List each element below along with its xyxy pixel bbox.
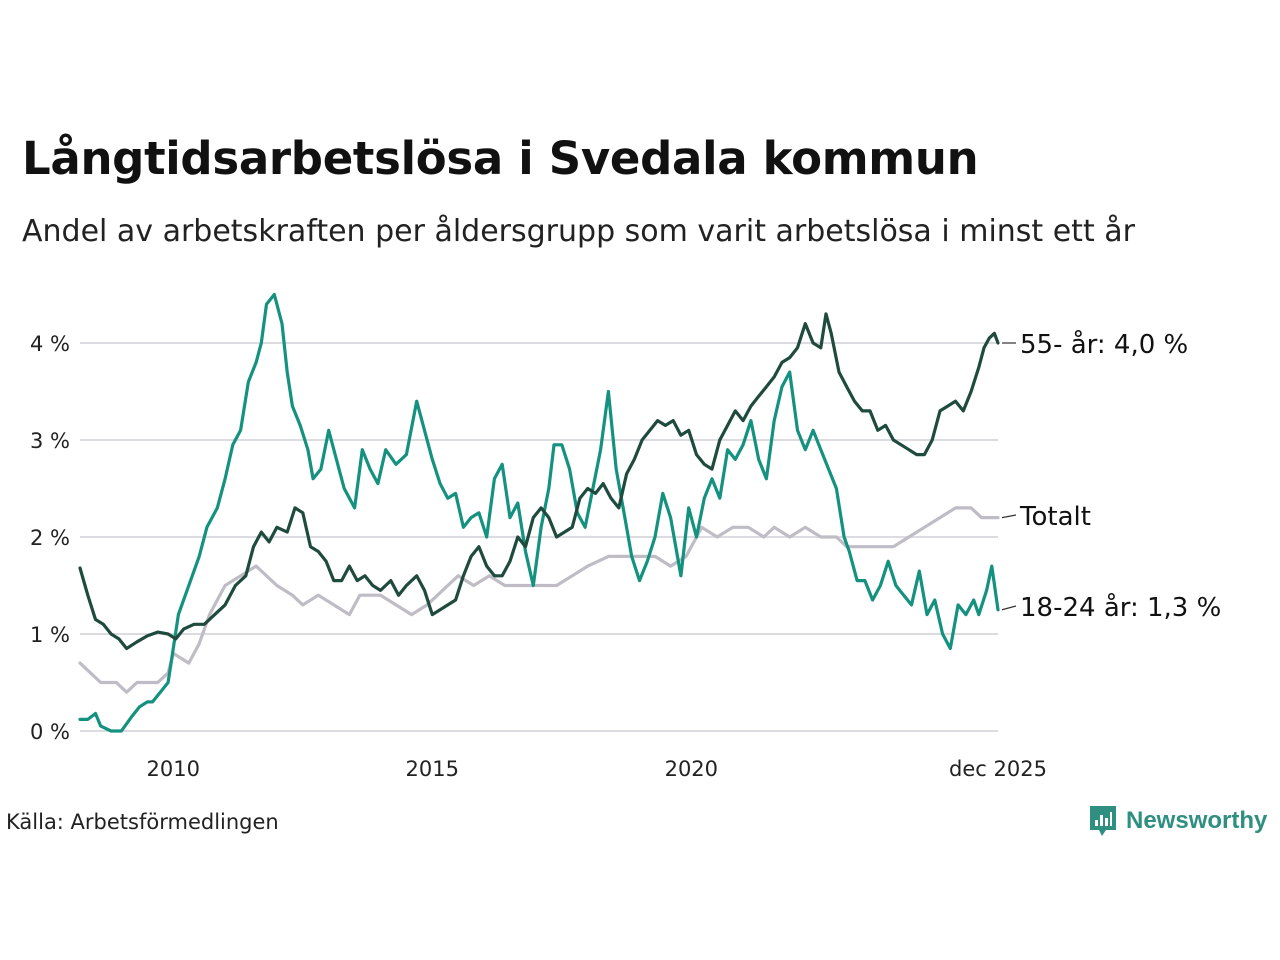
leader-line-total [1001,514,1017,519]
newsworthy-logo-icon [1090,806,1116,836]
end-label-s55: 55- år: 4,0 % [1020,329,1188,360]
series-line-s55 [78,312,1000,651]
x-tick-label-0: 2010 [147,757,200,781]
x-tick-label-1: 2015 [406,757,459,781]
source-label: Källa: Arbetsförmedlingen [6,810,279,834]
y-tick-label-1: 1 % [30,623,70,647]
newsworthy-logo: Newsworthy [1088,804,1267,838]
chart-subtitle: Andel av arbetskraften per åldersgrupp s… [22,214,1135,249]
newsworthy-brand-name: Newsworthy [1126,807,1268,834]
leader-line-s1824 [1001,605,1017,611]
end-label-s1824: 18-24 år: 1,3 % [1020,592,1221,623]
y-tick-label-2: 2 % [30,526,70,550]
chart-title: Långtidsarbetslösa i Svedala kommun [22,132,979,185]
x-tick-label-2: 2020 [665,757,718,781]
series-line-s1824 [78,292,1000,733]
y-tick-label-0: 0 % [30,720,70,744]
y-tick-label-3: 3 % [30,429,70,453]
end-label-total: Totalt [1019,502,1091,532]
y-tick-label-4: 4 % [30,332,70,356]
x-tick-label-3: dec 2025 [949,757,1047,781]
